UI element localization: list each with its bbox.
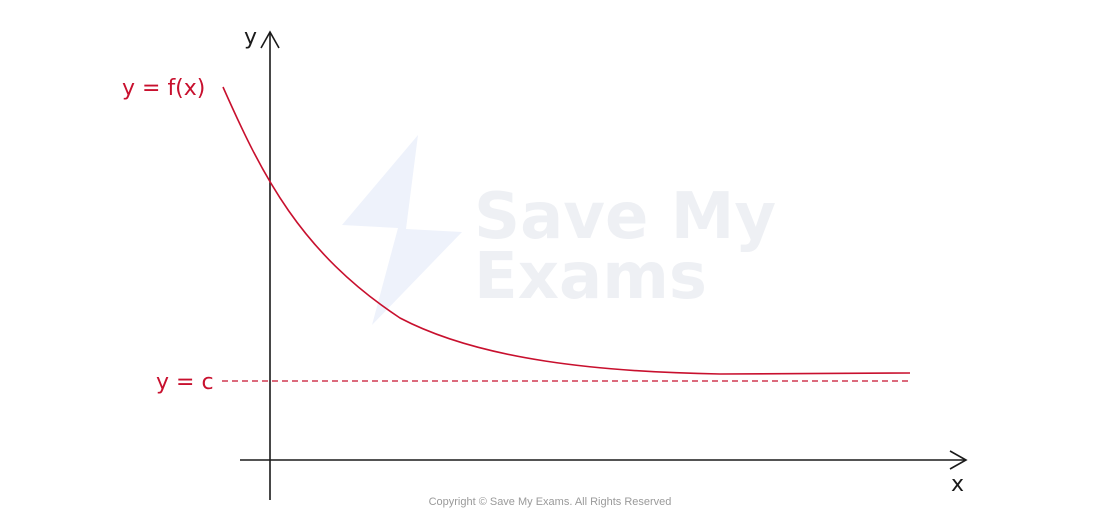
- lightning-bolt-icon: [342, 135, 462, 325]
- function-curve: [222, 86, 911, 375]
- curve-label: y = f(x): [122, 76, 205, 101]
- watermark-line-2: Exams: [474, 240, 707, 314]
- y-axis-label: y: [244, 25, 257, 50]
- asymptote-label: y = c: [156, 370, 214, 395]
- axes: y x: [240, 25, 968, 500]
- watermark: Save My Exams: [342, 135, 776, 325]
- y-axis-arrowhead: [260, 30, 280, 49]
- copyright-notice: Copyright © Save My Exams. All Rights Re…: [429, 496, 672, 508]
- x-axis-arrowhead: [949, 450, 968, 470]
- watermark-line-1: Save My: [474, 180, 776, 254]
- x-axis-label: x: [951, 472, 964, 497]
